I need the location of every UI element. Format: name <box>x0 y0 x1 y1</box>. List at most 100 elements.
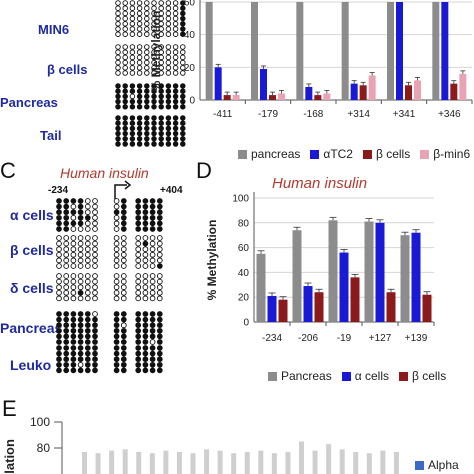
methylation-dot <box>149 246 156 253</box>
methylation-dot <box>136 44 143 50</box>
methylation-dot <box>180 83 186 89</box>
x-tick-label: +341 <box>393 109 416 120</box>
methylation-dot <box>113 361 120 368</box>
bar <box>411 232 421 322</box>
methylation-dot <box>158 98 164 105</box>
methylation-dot <box>165 44 172 50</box>
methylation-dot <box>158 70 164 76</box>
bar <box>441 2 449 100</box>
methylation-dot <box>56 350 62 357</box>
methylation-dot <box>156 278 163 285</box>
bar <box>299 441 304 474</box>
methylation-dot <box>172 93 179 100</box>
methylation-dot <box>158 26 164 32</box>
methylation-dot <box>158 136 164 142</box>
methylation-dot <box>115 65 121 71</box>
methylation-dot <box>156 289 163 296</box>
methylation-dot <box>115 49 121 55</box>
methylation-dot <box>142 345 149 351</box>
methylation-dot <box>77 220 84 227</box>
methylation-dot <box>151 120 157 126</box>
panel-d-title: Human insulin <box>272 175 368 192</box>
chart-d: 0 20 40 60 80 100 -234 -206 -19 +127 +139 % Methyla… <box>205 192 435 344</box>
methylation-dot <box>135 350 142 357</box>
y-tick-label: 20 <box>238 293 250 304</box>
methylation-dot <box>156 284 163 291</box>
methylation-dot <box>158 93 164 100</box>
methylation-dot <box>135 339 142 345</box>
methylation-dot <box>136 70 143 76</box>
methylation-dots-c <box>56 198 163 374</box>
methylation-dot <box>165 49 172 55</box>
methylation-dot <box>70 220 77 227</box>
methylation-dot <box>165 54 172 61</box>
y-tick-label: 0 <box>189 96 195 107</box>
methylation-dot <box>158 54 164 61</box>
bar <box>278 93 285 100</box>
methylation-dot <box>77 333 84 340</box>
methylation-dot <box>77 289 84 296</box>
bar <box>269 95 276 100</box>
x-tick-label: +314 <box>347 109 370 120</box>
methylation-dot <box>77 257 84 264</box>
methylation-dot <box>92 209 98 216</box>
methylation-dot <box>115 125 121 132</box>
methylation-dot <box>115 136 121 142</box>
methylation-dot <box>63 327 70 334</box>
methylation-dot <box>92 235 98 241</box>
methylation-dot <box>92 251 98 258</box>
methylation-dot <box>92 289 98 296</box>
methylation-dot <box>63 203 70 210</box>
methylation-dot <box>129 21 136 27</box>
methylation-dot <box>149 220 156 227</box>
methylation-dot <box>149 345 156 351</box>
methylation-dot <box>135 327 142 334</box>
methylation-dot <box>129 49 136 55</box>
methylation-dot <box>113 226 120 232</box>
methylation-dot <box>165 88 172 94</box>
methylation-dot <box>63 263 70 269</box>
methylation-dot <box>70 263 77 269</box>
methylation-dot <box>63 220 70 227</box>
bar <box>459 73 467 100</box>
methylation-dot <box>136 83 143 89</box>
methylation-dot <box>144 136 150 142</box>
methylation-dot <box>156 226 163 232</box>
methylation-dot <box>158 5 164 11</box>
methylation-dot <box>70 289 77 296</box>
methylation-dot <box>136 104 143 110</box>
methylation-dot <box>70 278 77 285</box>
methylation-dot <box>135 345 142 351</box>
methylation-dot <box>158 10 164 17</box>
methylation-dot <box>136 98 143 105</box>
methylation-dot <box>129 44 136 50</box>
methylation-dot <box>92 263 98 269</box>
methylation-dot <box>113 316 120 323</box>
bar <box>296 2 304 100</box>
methylation-dot <box>180 141 186 147</box>
methylation-dot <box>136 136 143 142</box>
methylation-dot <box>77 235 84 241</box>
methylation-dot <box>63 257 70 264</box>
methylation-dot <box>120 251 127 258</box>
methylation-dot <box>144 31 150 37</box>
methylation-dot <box>77 251 84 258</box>
methylation-dot <box>142 339 149 345</box>
methylation-dot <box>122 65 128 71</box>
methylation-dot <box>129 98 136 105</box>
methylation-dot <box>92 284 98 291</box>
methylation-dot <box>149 350 156 357</box>
methylation-dot <box>144 65 150 71</box>
row-label-beta-cells-c: β cells <box>10 242 54 258</box>
methylation-dot <box>92 322 98 329</box>
methylation-dot <box>142 333 149 340</box>
methylation-dot <box>122 98 128 105</box>
bar <box>223 95 231 100</box>
methylation-dot <box>156 361 163 368</box>
methylation-dot <box>165 5 172 11</box>
panel-letter-d: D <box>196 158 212 183</box>
bar <box>303 286 313 322</box>
methylation-dot <box>92 257 98 264</box>
methylation-dot <box>135 220 142 227</box>
methylation-dot <box>92 316 98 323</box>
